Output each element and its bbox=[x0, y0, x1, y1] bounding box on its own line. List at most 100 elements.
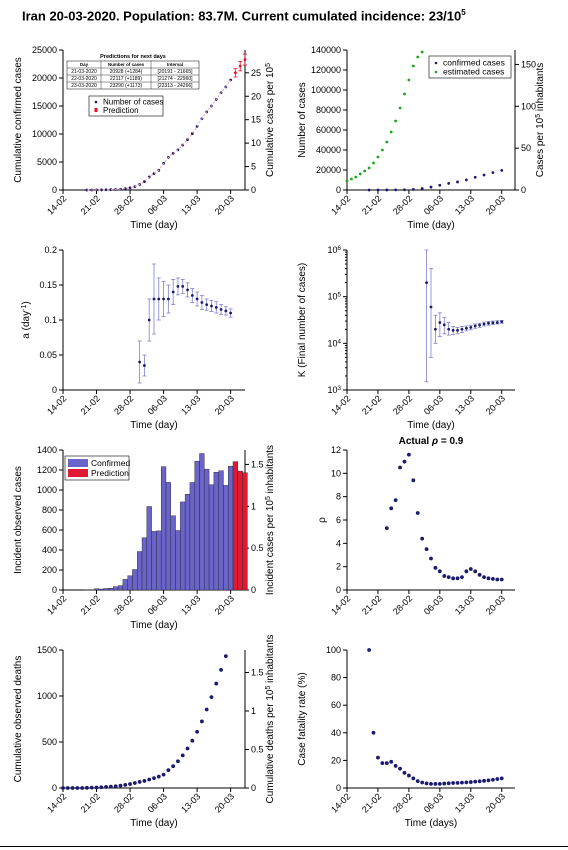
data-point bbox=[482, 173, 486, 177]
x-tick-label: 21-02 bbox=[360, 193, 383, 216]
data-point bbox=[367, 648, 372, 652]
data-point bbox=[358, 172, 362, 176]
data-point bbox=[157, 297, 161, 301]
bottom-rule bbox=[0, 846, 568, 847]
data-point bbox=[210, 304, 213, 308]
data-point bbox=[143, 180, 146, 183]
y-right-tick-label: 20 bbox=[251, 91, 261, 101]
data-point bbox=[109, 188, 113, 192]
table-title: Predictions for next days bbox=[100, 54, 166, 60]
bar bbox=[237, 470, 243, 591]
x-tick-label: 28-02 bbox=[112, 193, 135, 216]
y-right-tick-label: 0.5 bbox=[251, 543, 264, 553]
data-point bbox=[402, 770, 407, 775]
bar bbox=[228, 466, 234, 591]
data-point bbox=[209, 695, 214, 700]
y-tick-label: 400 bbox=[42, 545, 57, 555]
y-tick-label: 25000 bbox=[32, 45, 57, 55]
data-point bbox=[451, 576, 456, 581]
y-tick-label: 500 bbox=[42, 737, 57, 747]
y-tick-label: 105 bbox=[327, 291, 341, 302]
table-cell: 22-03-2020 bbox=[71, 76, 97, 82]
data-point bbox=[94, 785, 99, 790]
data-point bbox=[137, 780, 142, 784]
bar bbox=[204, 468, 210, 591]
data-point bbox=[85, 188, 89, 192]
y-axis-label: Cumulative observed deaths bbox=[13, 656, 24, 783]
y-tick-label: 600 bbox=[42, 525, 57, 535]
data-point bbox=[393, 498, 398, 503]
y-tick-label: 10 bbox=[331, 468, 341, 478]
data-point bbox=[473, 175, 477, 179]
data-point bbox=[104, 784, 109, 789]
y-axis-label: Case fatality rate (%) bbox=[297, 672, 308, 765]
data-point bbox=[162, 162, 165, 165]
legend-box bbox=[64, 455, 130, 481]
data-point bbox=[415, 511, 420, 515]
page-title: Iran 20-03-2020. Population: 83.7M. Curr… bbox=[22, 8, 466, 24]
y-tick-label: 1200 bbox=[37, 465, 57, 475]
x-tick-label: 14-02 bbox=[45, 593, 68, 616]
data-point bbox=[132, 781, 137, 785]
data-point bbox=[176, 148, 180, 152]
y-tick-label: 104 bbox=[327, 338, 341, 349]
data-point bbox=[108, 784, 113, 789]
data-point bbox=[464, 178, 468, 182]
bar bbox=[108, 588, 114, 591]
table-cell: 23290 (+1173) bbox=[110, 83, 143, 89]
data-point bbox=[114, 188, 118, 191]
data-point bbox=[438, 321, 442, 324]
x-axis-label: Time (days) bbox=[405, 818, 457, 829]
y-tick-label: 1000 bbox=[37, 691, 57, 701]
data-point bbox=[85, 785, 89, 790]
y-tick-label: 0 bbox=[52, 783, 57, 793]
data-point bbox=[403, 92, 406, 96]
x-tick-label: 06-03 bbox=[146, 593, 169, 616]
x-tick-label: 14-02 bbox=[329, 393, 352, 416]
data-point bbox=[468, 567, 473, 571]
table-cell: [22313 - 24266] bbox=[157, 83, 193, 89]
legend-swatch bbox=[68, 469, 88, 477]
data-point bbox=[482, 575, 486, 580]
table-header: Number of cases bbox=[108, 62, 145, 67]
x-tick-label: 28-02 bbox=[112, 393, 135, 416]
y-right-tick-label: 1.5 bbox=[251, 459, 264, 469]
data-point bbox=[138, 183, 142, 186]
data-point bbox=[424, 547, 429, 552]
data-point bbox=[456, 328, 459, 332]
y-tick-label: 1000 bbox=[37, 485, 57, 495]
x-tick-label: 20-03 bbox=[213, 193, 236, 216]
y-tick-label: 800 bbox=[42, 505, 57, 515]
data-point bbox=[411, 776, 416, 781]
y-tick-label: 140000 bbox=[311, 45, 341, 55]
y-tick-label: 10000 bbox=[32, 129, 57, 139]
legend-label: Prediction bbox=[103, 106, 139, 115]
data-point bbox=[376, 755, 380, 760]
legend-marker bbox=[434, 61, 438, 65]
data-point bbox=[90, 188, 94, 192]
data-point bbox=[499, 776, 504, 781]
bar bbox=[122, 579, 128, 591]
x-axis-label: Time (day) bbox=[130, 420, 177, 431]
y-tick-label: 80000 bbox=[316, 105, 341, 115]
data-point bbox=[473, 779, 478, 784]
y-axis-label: Cumulative confirmed cases bbox=[13, 57, 24, 183]
data-point bbox=[402, 459, 407, 464]
data-point bbox=[380, 761, 385, 766]
data-point bbox=[185, 746, 190, 751]
y-tick-label: 0 bbox=[336, 185, 341, 195]
data-point bbox=[420, 50, 424, 54]
table-cell: 23-03-2020 bbox=[71, 83, 97, 89]
data-point bbox=[491, 171, 495, 175]
table-cell: [21274 - 22960] bbox=[157, 76, 193, 82]
data-point bbox=[456, 180, 459, 184]
bar bbox=[175, 530, 181, 591]
data-point bbox=[224, 309, 228, 313]
data-point bbox=[224, 85, 228, 89]
x-tick-label: 14-02 bbox=[45, 193, 68, 216]
y-right-tick-label: 0.5 bbox=[251, 744, 264, 754]
table-header: Interval bbox=[167, 62, 183, 67]
y-right-tick-label: 0 bbox=[251, 783, 256, 793]
y-axis-label: a (day-1) bbox=[21, 301, 33, 338]
